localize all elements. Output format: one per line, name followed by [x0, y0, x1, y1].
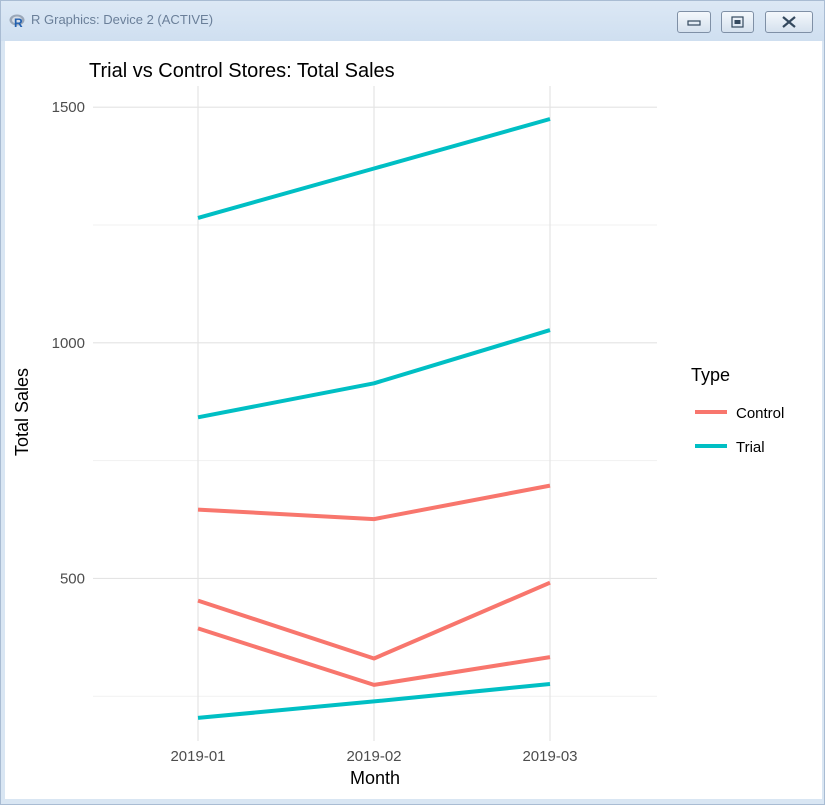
- y-tick-labels: 500 1000 1500: [52, 99, 85, 587]
- legend-label-control: Control: [736, 405, 784, 422]
- legend: Type Control Trial: [691, 365, 784, 456]
- x-tick-label: 2019-03: [522, 748, 577, 765]
- minimize-icon: [687, 20, 701, 26]
- y-tick-label: 1500: [52, 99, 85, 116]
- y-axis-label: Total Sales: [12, 368, 32, 456]
- close-button[interactable]: [765, 11, 813, 33]
- line-chart: 500 1000 1500 2019-01 2019-02 2019-03 Trial …: [12, 60, 784, 788]
- x-tick-label: 2019-01: [170, 748, 225, 765]
- x-tick-label: 2019-02: [346, 748, 401, 765]
- series-line-control: [197, 626, 551, 687]
- x-axis-label: Month: [350, 768, 400, 788]
- series-line-trial: [197, 682, 551, 720]
- plot-area: 500 1000 1500 2019-01 2019-02 2019-03 Trial …: [5, 41, 822, 799]
- series-lines: [197, 117, 551, 720]
- title-bar[interactable]: R R Graphics: Device 2 (ACTIVE): [1, 1, 824, 41]
- window-title: R Graphics: Device 2 (ACTIVE): [31, 12, 214, 27]
- close-icon: [782, 16, 796, 28]
- chart-title: Trial vs Control Stores: Total Sales: [89, 60, 395, 82]
- legend-title: Type: [691, 365, 730, 385]
- minimize-button[interactable]: [677, 11, 711, 33]
- svg-text:R: R: [14, 16, 23, 29]
- legend-label-trial: Trial: [736, 439, 765, 456]
- series-line-control: [197, 580, 551, 661]
- series-line-trial: [197, 117, 551, 220]
- restore-icon: [731, 16, 744, 28]
- series-line-trial: [197, 328, 551, 420]
- grid-lines: [93, 86, 657, 741]
- r-logo-icon: R: [9, 14, 25, 29]
- restore-button[interactable]: [721, 11, 754, 33]
- x-tick-labels: 2019-01 2019-02 2019-03: [170, 748, 577, 765]
- y-tick-label: 500: [60, 570, 85, 587]
- y-tick-label: 1000: [52, 335, 85, 352]
- series-line-control: [197, 483, 551, 522]
